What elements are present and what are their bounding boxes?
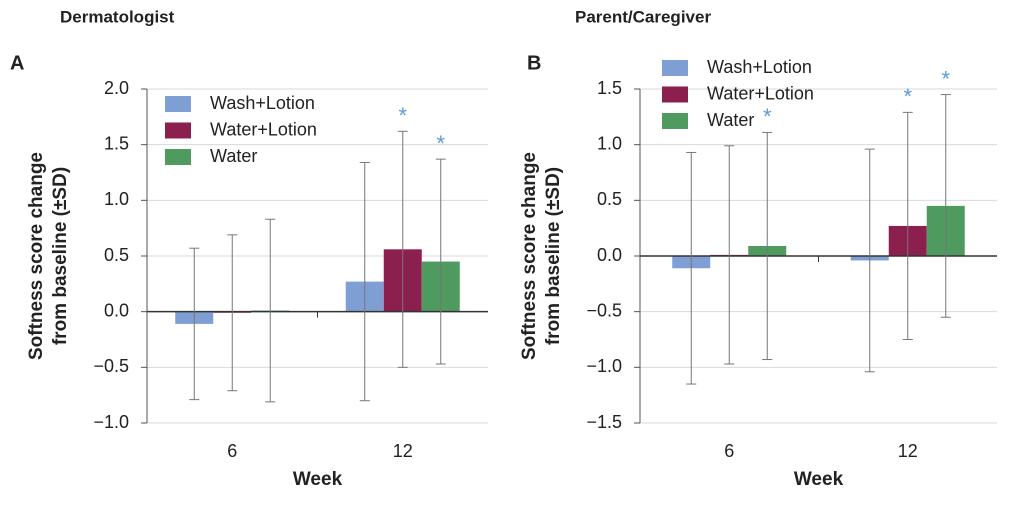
y-tick-label: 1.5 bbox=[104, 133, 129, 153]
panel-heading: Dermatologist bbox=[60, 7, 175, 26]
x-tick-label: 6 bbox=[227, 441, 237, 461]
y-tick-label: 1.0 bbox=[104, 189, 129, 209]
legend-swatch bbox=[662, 60, 688, 76]
significance-marker: * bbox=[436, 131, 445, 156]
y-axis-title-line: Softness score change bbox=[26, 152, 47, 360]
x-tick-label: 12 bbox=[393, 441, 413, 461]
panel-label: A bbox=[10, 52, 24, 74]
legend-swatch bbox=[165, 96, 191, 112]
y-axis-title-line: from baseline (±SD) bbox=[543, 167, 564, 345]
x-tick-label: 6 bbox=[724, 441, 734, 461]
y-tick-label: −0.5 bbox=[93, 356, 129, 376]
legend-label: Water bbox=[707, 110, 754, 130]
significance-marker: * bbox=[903, 84, 912, 109]
y-axis-title-line: from baseline (±SD) bbox=[50, 167, 71, 345]
legend-label: Wash+Lotion bbox=[707, 57, 812, 77]
significance-marker: * bbox=[763, 104, 772, 129]
y-axis-title: Softness score change from baseline (±SD) bbox=[26, 152, 71, 360]
panel-label: B bbox=[527, 52, 541, 74]
legend-label: Water+Lotion bbox=[707, 83, 814, 103]
legend-swatch bbox=[165, 149, 191, 165]
y-tick-label: 0.0 bbox=[104, 300, 129, 320]
y-tick-label: −0.5 bbox=[586, 300, 622, 320]
y-axis-title-line: Softness score change bbox=[519, 152, 540, 360]
y-tick-label: 0.0 bbox=[597, 245, 622, 265]
significance-marker: * bbox=[398, 103, 407, 128]
legend-label: Wash+Lotion bbox=[210, 93, 315, 113]
y-tick-label: 1.0 bbox=[597, 133, 622, 153]
legend-swatch bbox=[662, 113, 688, 129]
y-tick-label: −1.0 bbox=[93, 412, 129, 432]
x-axis-title: Week bbox=[293, 469, 343, 490]
legend-label: Water+Lotion bbox=[210, 119, 317, 139]
legend-swatch bbox=[165, 122, 191, 139]
y-tick-label: 1.5 bbox=[597, 78, 622, 98]
y-tick-label: −1.5 bbox=[586, 412, 622, 432]
y-tick-label: 2.0 bbox=[104, 78, 129, 98]
legend-swatch bbox=[662, 86, 688, 103]
y-tick-label: 0.5 bbox=[104, 245, 129, 265]
panel-heading: Parent/Caregiver bbox=[575, 7, 711, 26]
legend-label: Water bbox=[210, 146, 257, 166]
x-tick-label: 12 bbox=[898, 441, 918, 461]
x-axis-title: Week bbox=[794, 469, 844, 490]
y-tick-label: 0.5 bbox=[597, 189, 622, 209]
significance-marker: * bbox=[941, 66, 950, 91]
y-axis-title: Softness score change from baseline (±SD) bbox=[519, 152, 564, 360]
y-tick-label: −1.0 bbox=[586, 356, 622, 376]
